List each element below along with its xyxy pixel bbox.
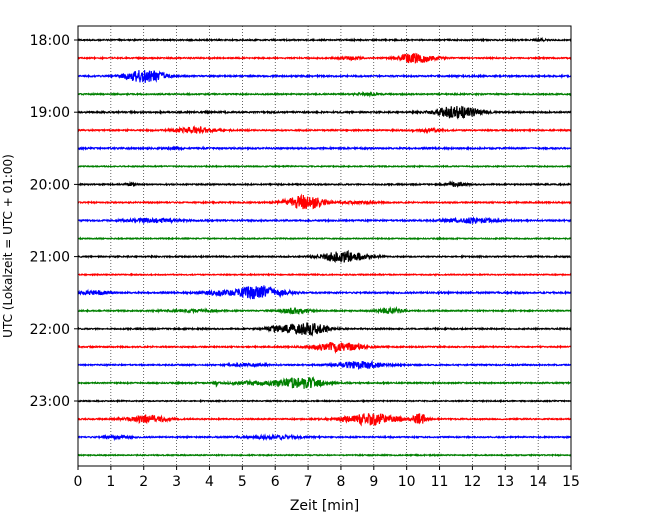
x-tick-label: 2 (139, 474, 148, 490)
trace-1915 (77, 124, 572, 135)
x-tick-label: 9 (369, 474, 378, 490)
x-tick-label: 14 (529, 474, 547, 490)
x-tick-label: 11 (431, 474, 449, 490)
seismic-traces (77, 36, 572, 458)
trace-1930 (77, 145, 572, 152)
trace-1830 (77, 70, 572, 83)
x-tick-label: 8 (336, 474, 345, 490)
trace-2015 (77, 193, 572, 210)
y-tick-label: 23:00 (30, 394, 70, 410)
trace-2245 (77, 375, 572, 389)
x-axis: 0 1 2 3 4 5 6 7 8 9 10 11 12 13 14 15 (74, 466, 580, 490)
x-tick-label: 5 (238, 474, 247, 490)
trace-2300 (77, 398, 572, 404)
y-axis-label: UTC (Lokalzeit = UTC + 01:00) (1, 154, 15, 338)
trace-2215 (77, 341, 572, 354)
x-tick-label: 7 (304, 474, 313, 490)
x-tick-label: 13 (496, 474, 514, 490)
x-tick-label: 0 (74, 474, 83, 490)
y-tick-label: 18:00 (30, 33, 70, 49)
x-tick-label: 4 (205, 474, 214, 490)
plot-area (110, 26, 539, 466)
x-tick-label: 10 (398, 474, 416, 490)
x-axis-label: Zeit [min] (290, 498, 359, 514)
trace-2145 (77, 305, 572, 315)
plot-frame (77, 25, 572, 467)
y-tick-label: 20:00 (30, 177, 70, 193)
trace-1900 (77, 105, 572, 120)
x-tick-label: 15 (562, 474, 580, 490)
trace-2315 (77, 413, 572, 427)
trace-2045 (77, 236, 572, 241)
y-tick-label: 19:00 (30, 105, 70, 121)
y-tick-label: 21:00 (30, 250, 70, 266)
trace-2230 (77, 359, 572, 370)
x-tick-label: 12 (463, 474, 481, 490)
trace-2115 (77, 272, 572, 277)
y-tick-label: 22:00 (30, 322, 70, 338)
trace-2130 (77, 285, 572, 300)
trace-2100 (77, 249, 572, 263)
trace-2030 (77, 216, 572, 225)
trace-1845 (77, 90, 572, 98)
trace-2330 (77, 433, 572, 442)
trace-1800 (77, 36, 572, 43)
trace-2200 (77, 322, 572, 337)
trace-2000 (77, 180, 572, 189)
y-axis: 18:00 19:00 20:00 21:00 22:00 23:00 (30, 33, 78, 410)
trace-2345 (77, 453, 572, 458)
x-tick-label: 6 (271, 474, 280, 490)
trace-1815 (77, 52, 572, 64)
x-tick-label: 3 (172, 474, 181, 490)
trace-1945 (77, 164, 572, 169)
x-tick-label: 1 (106, 474, 115, 490)
